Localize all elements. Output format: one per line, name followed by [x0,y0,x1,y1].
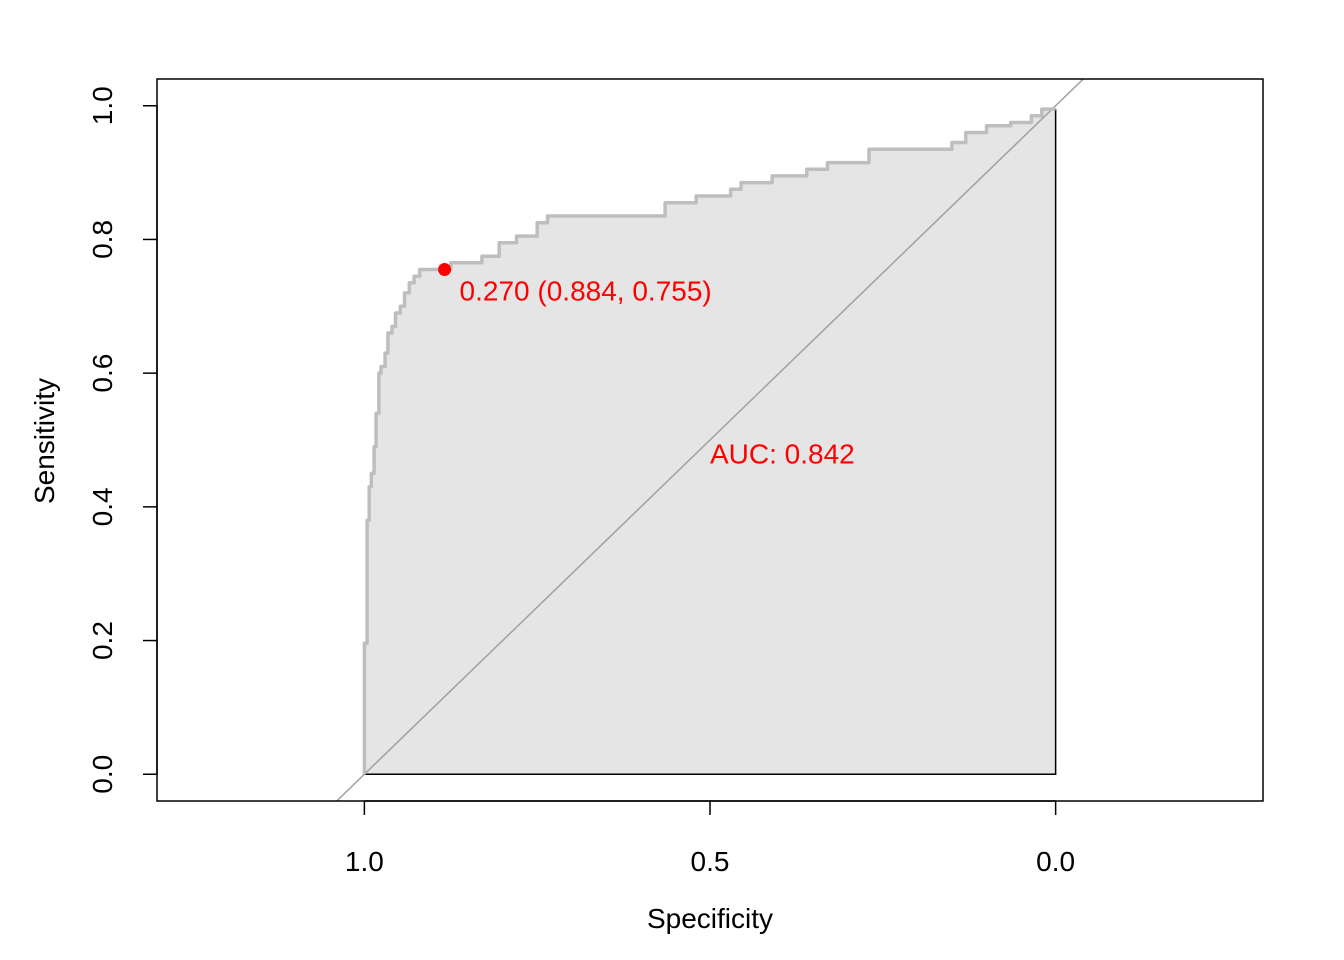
y-axis-label: Sensitivity [29,378,60,504]
best-threshold-point [438,263,452,277]
x-axis: 1.0 0.5 0.0 [345,800,1075,877]
y-tick-label: 1.0 [87,86,118,125]
plot-area [156,78,1264,802]
auc-area-border [364,109,1057,776]
reference-diagonal [336,79,1084,801]
x-axis-label: Specificity [647,903,773,934]
auc-label: AUC: 0.842 [710,438,855,469]
x-tick-label: 0.5 [691,846,730,877]
y-tick-label: 0.6 [87,354,118,393]
x-tick-label: 1.0 [345,846,384,877]
best-threshold-label: 0.270 (0.884, 0.755) [460,276,712,307]
y-tick-label: 0.2 [87,621,118,660]
y-tick-label: 0.8 [87,220,118,259]
roc-curve [362,107,1056,775]
y-axis: 0.0 0.2 0.4 0.6 0.8 1.0 [87,86,158,794]
x-tick-label: 0.0 [1036,846,1075,877]
y-tick-label: 0.0 [87,755,118,794]
y-tick-label: 0.4 [87,487,118,526]
